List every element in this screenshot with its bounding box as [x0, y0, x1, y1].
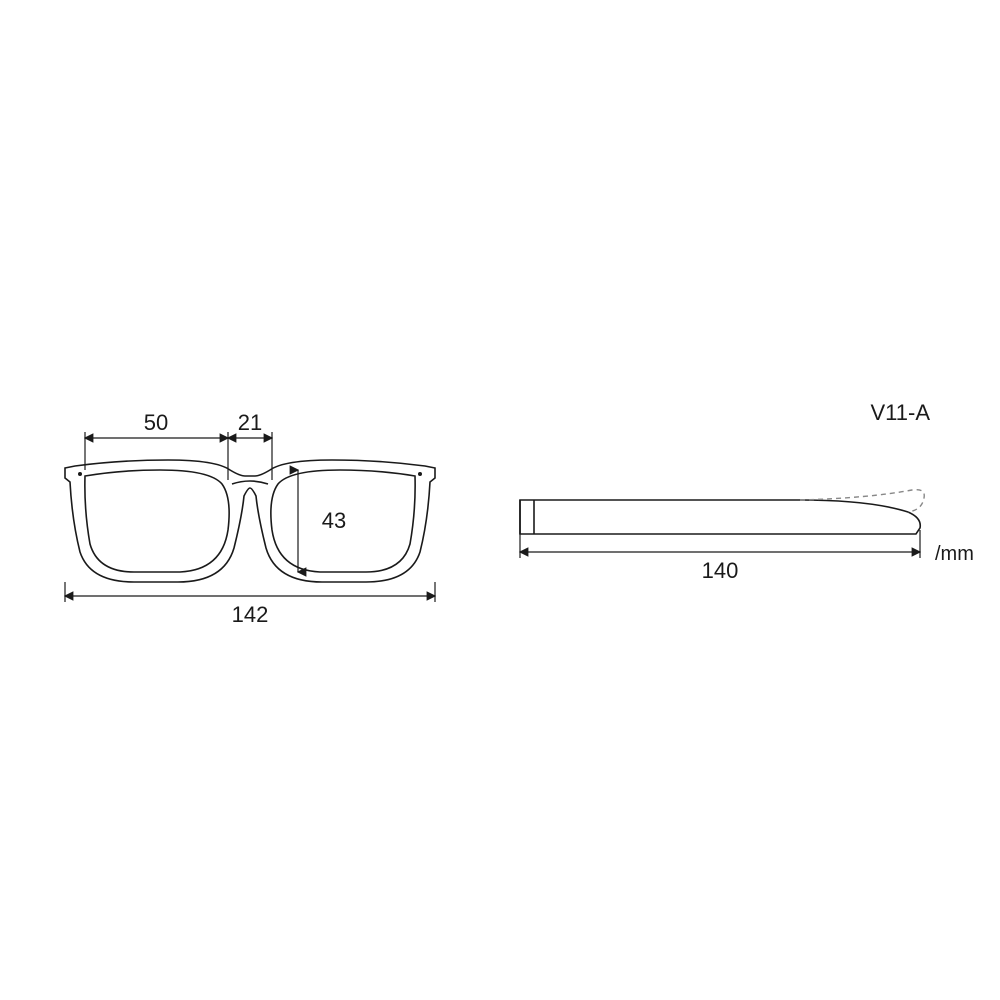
dim-frame-width: 142	[232, 602, 269, 627]
front-frame	[65, 460, 435, 582]
glasses-diagram: 50 21 43 142 140 V11-A /mm	[0, 0, 1000, 1000]
dim-temple-length: 140	[702, 558, 739, 583]
unit-label: /mm	[935, 543, 974, 565]
temple-arm	[520, 500, 920, 534]
model-label: V11-A	[870, 400, 930, 425]
front-dimensions	[65, 432, 435, 602]
dim-lens-width: 50	[144, 410, 168, 435]
dim-bridge-width: 21	[238, 410, 262, 435]
dim-lens-height: 43	[322, 508, 346, 533]
